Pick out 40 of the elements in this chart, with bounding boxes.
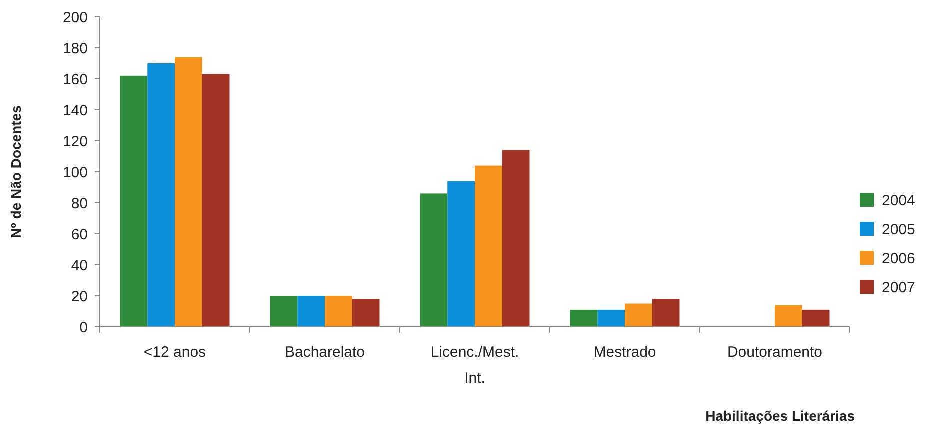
y-tick-label: 180	[62, 40, 88, 58]
bar	[175, 57, 202, 327]
y-axis-title: Nº de Não Docentes	[8, 105, 24, 238]
y-tick-label: 40	[71, 257, 88, 274]
y-tick-label: 120	[62, 133, 88, 150]
y-tick-label: 140	[62, 102, 88, 120]
bar	[502, 150, 530, 327]
x-tick-label: Doutoramento	[727, 344, 823, 361]
x-tick-label: Bacharelato	[284, 344, 366, 361]
bar	[570, 310, 598, 327]
y-tick-label: 100	[62, 164, 88, 182]
bar	[448, 181, 475, 327]
x-tick-label: Licenc./Mest. Int.	[430, 344, 520, 387]
y-tick-label: 160	[62, 71, 88, 88]
bar	[598, 310, 625, 327]
bar	[420, 194, 448, 327]
bar	[802, 310, 830, 327]
y-tick-label: 0	[80, 319, 88, 336]
legend-label: 2006	[882, 250, 916, 268]
bar	[475, 166, 502, 327]
legend-label: 2004	[882, 192, 916, 210]
bar	[775, 305, 802, 327]
y-tick-label: 60	[71, 226, 88, 244]
bar	[652, 299, 680, 327]
x-tick-label: Mestrado	[594, 344, 656, 361]
y-tick-label: 200	[62, 9, 88, 26]
y-tick-label: 20	[71, 288, 88, 306]
bar	[120, 76, 148, 327]
bar	[325, 296, 352, 327]
bar	[148, 64, 175, 327]
legend-label: 2005	[882, 221, 916, 238]
bar	[270, 296, 298, 327]
bar	[625, 304, 652, 327]
bar	[298, 296, 325, 327]
bar	[352, 299, 380, 327]
x-axis-title: Habilitações Literárias	[706, 408, 856, 424]
y-tick-label: 80	[71, 195, 88, 212]
x-tick-label: <12 anos	[144, 344, 206, 361]
legend-label: 2007	[882, 279, 916, 296]
bar	[202, 74, 230, 327]
